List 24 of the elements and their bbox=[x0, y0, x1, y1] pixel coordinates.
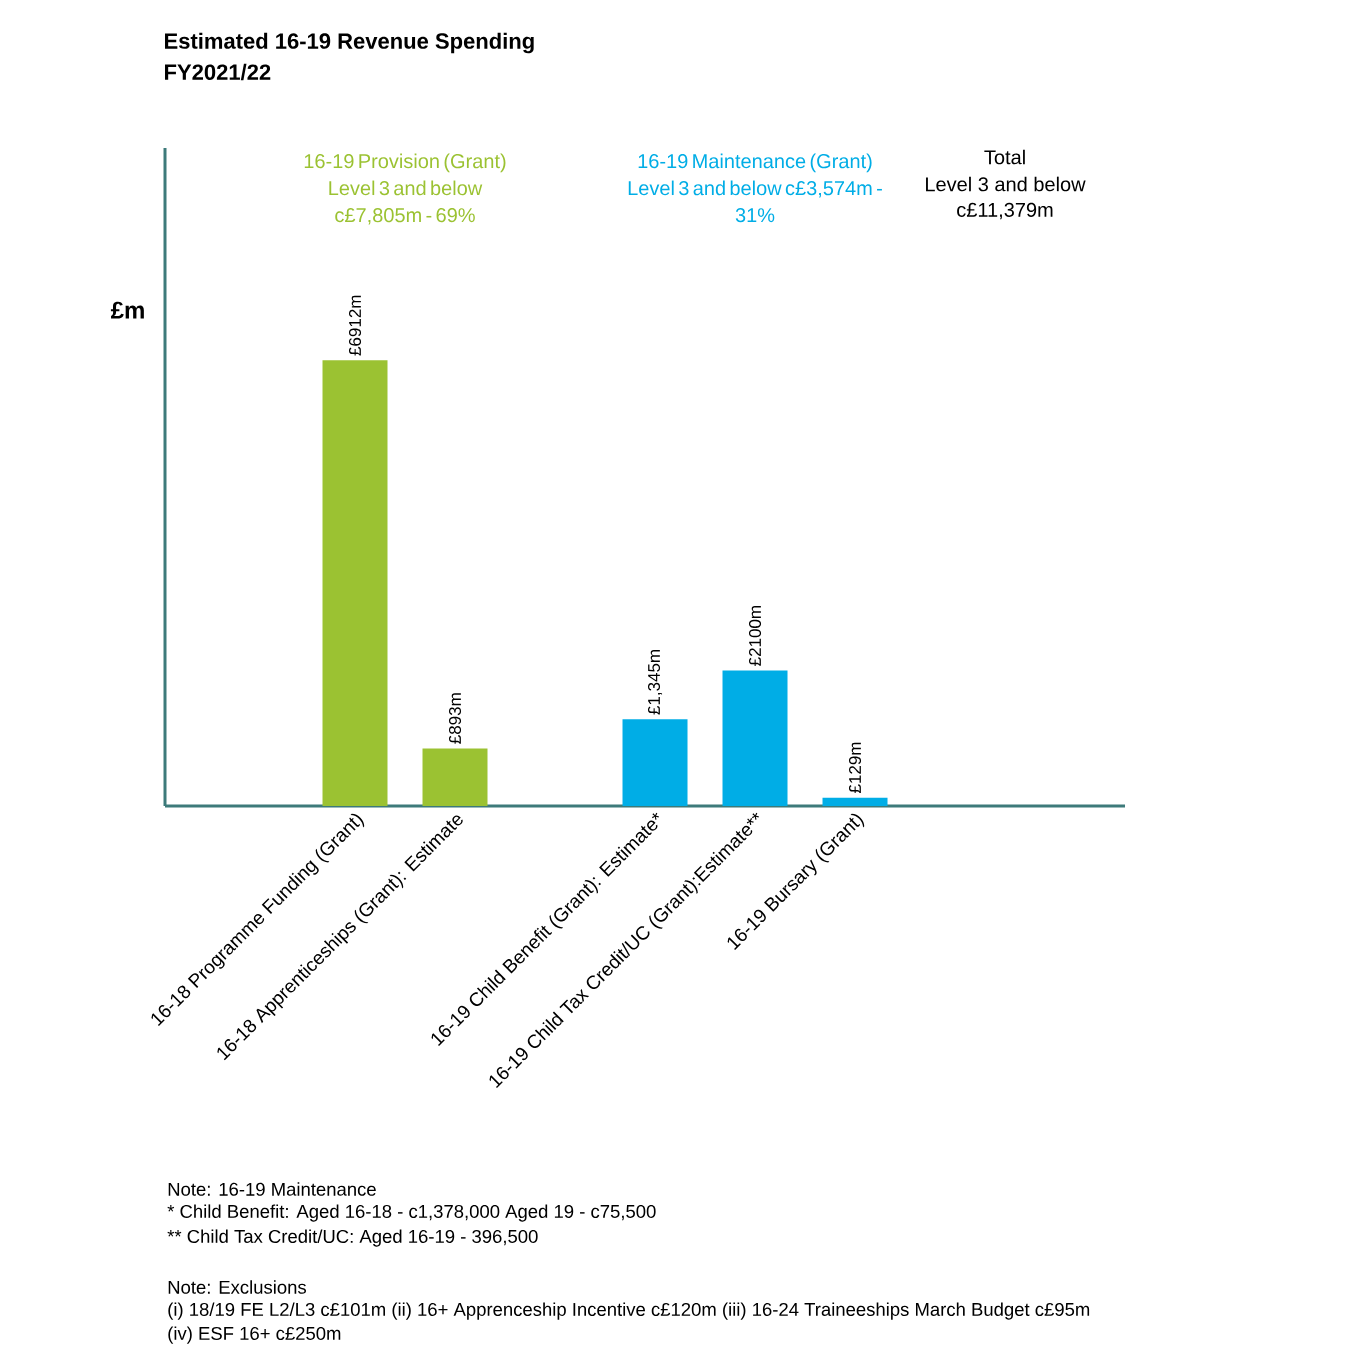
data-label: £129m bbox=[848, 742, 862, 794]
bar bbox=[422, 748, 488, 807]
bar bbox=[622, 719, 688, 807]
text: (iv) ESF 16+ c£250m bbox=[168, 1326, 341, 1344]
text: Level 3 and below bbox=[926, 176, 1086, 192]
text: Total bbox=[984, 149, 1025, 165]
data-label: £2100m bbox=[748, 606, 762, 666]
text: * Child Benefit: Aged 16-18 - c1,378,000 Aged 19 - c75,500 bbox=[167, 1204, 656, 1222]
text: Note: Exclusions bbox=[168, 1280, 307, 1294]
text: 16-19 Maintenance (Grant) Level 3 and below c£3,574m - 31% bbox=[628, 153, 882, 223]
chart-subtitle: FY2021/22 bbox=[165, 63, 271, 81]
text: c£11,379m bbox=[957, 202, 1053, 220]
text: ** Child Tax Credit/UC: Aged 16-19 - 396,500 bbox=[167, 1229, 538, 1247]
data-label: £6912m bbox=[348, 295, 362, 356]
text: (i) 18/19 FE L2/L3 c£101m (ii) 16+ Apprenceship Incentive c£120m (iii) 16-24 Traineeships March Budget c£95m bbox=[168, 1302, 1090, 1320]
text: 16-19 Provision (Grant) Level 3 and below c£7,805m - 69% bbox=[304, 153, 506, 225]
chart-title: Estimated 16-19 Revenue Spending bbox=[165, 32, 534, 54]
bar bbox=[822, 797, 888, 807]
bar bbox=[322, 360, 388, 807]
data-label: £1,345m bbox=[647, 650, 663, 715]
y-axis-title: £m bbox=[110, 301, 144, 319]
bar bbox=[722, 670, 788, 807]
text: Note: 16-19 Maintenance bbox=[168, 1182, 376, 1196]
data-label: £893m bbox=[448, 693, 462, 744]
